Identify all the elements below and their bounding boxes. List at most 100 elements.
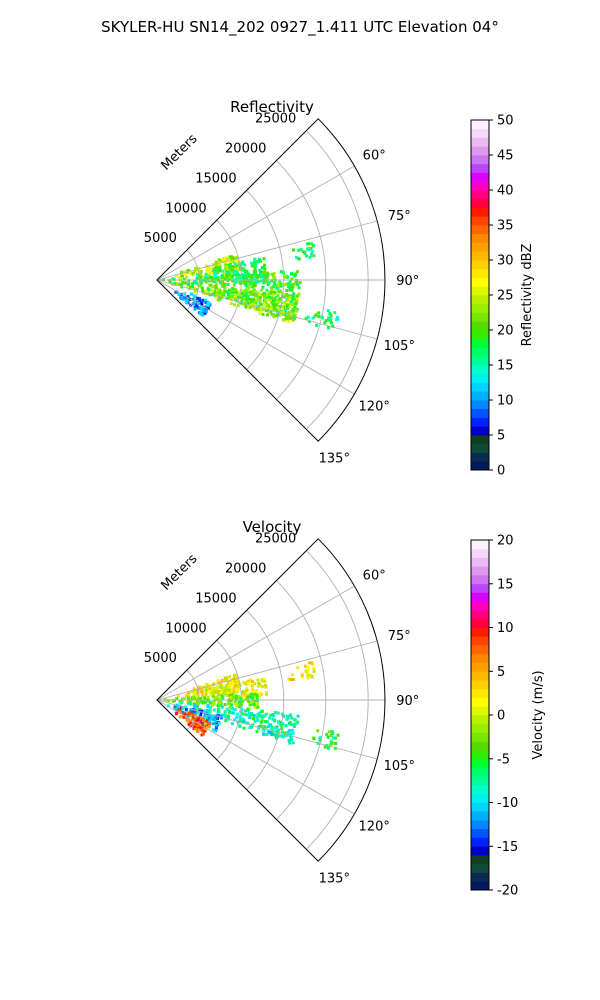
echo-cell xyxy=(253,719,257,723)
colorbar-tick-label: 20 xyxy=(497,534,514,549)
echo-cell xyxy=(278,297,282,301)
echo-cell xyxy=(288,304,292,308)
echo-cell xyxy=(262,304,266,308)
echo-cell xyxy=(196,306,200,310)
azimuth-line xyxy=(156,699,355,815)
echo-cell xyxy=(289,713,293,717)
echo-cell xyxy=(270,279,274,283)
echo-cell xyxy=(270,272,274,276)
echo-cell xyxy=(214,266,217,270)
echo-cell xyxy=(264,712,268,716)
colorbar-segment xyxy=(471,715,489,725)
echo-cell xyxy=(252,280,256,283)
echo-cell xyxy=(216,679,220,682)
echo-cell xyxy=(233,297,237,301)
echo-cell xyxy=(208,276,212,280)
echo-cell xyxy=(268,731,272,734)
reflectivity-title: Reflectivity xyxy=(230,98,314,116)
echo-cell xyxy=(248,283,252,287)
echo-cell xyxy=(193,691,197,695)
echo-cell xyxy=(223,290,227,294)
azimuth-tick-label: 60° xyxy=(363,569,386,584)
echo-cell xyxy=(189,708,193,712)
echo-cell xyxy=(260,709,264,713)
echo-cell xyxy=(268,716,271,720)
colorbar-tick-label: -20 xyxy=(497,884,518,899)
echo-region-near-sw xyxy=(174,708,212,737)
echo-cell xyxy=(261,275,265,279)
echo-cell xyxy=(256,702,260,706)
echo-cell xyxy=(253,267,257,271)
echo-cell xyxy=(215,295,219,299)
echo-cell xyxy=(311,244,315,248)
echo-cell xyxy=(292,311,295,315)
echo-cell xyxy=(272,732,276,736)
echo-cell xyxy=(233,295,237,299)
echo-cell xyxy=(183,292,187,296)
echo-cell xyxy=(243,698,247,701)
echo-cell xyxy=(235,715,239,719)
azimuth-line xyxy=(156,220,378,281)
echo-cell xyxy=(221,279,225,283)
echo-cell xyxy=(220,275,224,279)
echo-cell xyxy=(191,282,195,286)
echo-cell xyxy=(285,714,289,718)
echo-cell xyxy=(310,662,314,666)
echo-cell xyxy=(200,687,203,691)
echo-cell xyxy=(206,306,210,310)
echo-cell xyxy=(197,723,201,727)
echo-cell xyxy=(240,694,244,698)
echo-cell xyxy=(286,299,290,303)
echo-cell xyxy=(273,275,277,279)
colorbar-tick-label: 50 xyxy=(497,114,514,129)
echo-cell xyxy=(238,276,242,280)
echo-cell xyxy=(273,718,276,722)
radius-tick-label: 15000 xyxy=(195,171,236,186)
colorbar-segment xyxy=(471,443,489,453)
echo-cell xyxy=(279,284,283,288)
echo-cell xyxy=(271,299,275,303)
echo-cell xyxy=(216,693,220,697)
echo-cell xyxy=(271,293,275,297)
echo-cell xyxy=(259,303,263,306)
echo-cell xyxy=(197,728,201,732)
echo-cell xyxy=(262,257,266,261)
echo-cell xyxy=(235,273,238,277)
echo-cell xyxy=(215,687,219,691)
echo-cell xyxy=(252,703,256,707)
echo-cell xyxy=(239,274,243,278)
echo-cell xyxy=(249,292,253,296)
colorbar-segment xyxy=(471,268,489,278)
echo-cell xyxy=(287,285,291,289)
echo-cell xyxy=(234,280,238,284)
echo-cell xyxy=(245,287,249,291)
reflectivity-colorbar-label: Reflectivity dBZ xyxy=(520,244,535,347)
colorbar-segment xyxy=(471,811,489,821)
echo-cell xyxy=(234,276,238,280)
colorbar-segment xyxy=(471,225,489,235)
echo-cell xyxy=(270,288,274,292)
echo-cell xyxy=(197,697,201,701)
echo-cell xyxy=(263,679,267,683)
echo-cell xyxy=(224,678,228,682)
colorbar-segment xyxy=(471,732,489,742)
azimuth-line xyxy=(156,165,355,281)
echo-cell xyxy=(295,721,299,725)
colorbar-segment xyxy=(471,662,489,672)
echo-cell xyxy=(195,691,199,695)
echo-cell xyxy=(274,711,278,715)
echo-cell xyxy=(220,716,223,720)
echo-cell xyxy=(190,292,193,296)
colorbar-segment xyxy=(471,207,489,217)
echo-cell xyxy=(232,270,236,274)
echo-cell xyxy=(256,713,260,716)
echo-cell xyxy=(191,713,195,717)
echo-cell xyxy=(225,269,229,273)
echo-cell xyxy=(229,261,233,264)
echo-cell xyxy=(220,683,223,687)
echo-cell xyxy=(182,296,186,299)
echo-cell xyxy=(204,691,208,695)
azimuth-line xyxy=(156,279,355,395)
echo-cell xyxy=(262,279,266,283)
echo-region-far-band xyxy=(312,729,340,750)
